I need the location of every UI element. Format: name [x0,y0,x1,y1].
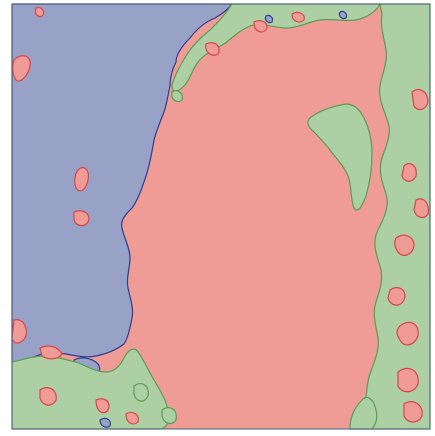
green-region [349,397,378,430]
red-region [73,210,90,227]
map-frame [11,3,431,430]
blue-region [11,3,233,363]
red-region [34,7,45,18]
red-region [403,401,423,423]
red-region [396,321,419,346]
red-region [11,319,27,344]
green-region [161,407,177,425]
red-region [394,234,415,256]
red-region [401,163,417,182]
green-region [171,90,183,103]
red-region [387,287,406,306]
red-region [125,411,139,425]
red-region [413,198,429,219]
blue-region [264,14,274,24]
red-region [39,387,57,406]
red-region [253,20,268,33]
blue-region [338,10,348,20]
green-region [133,383,149,402]
red-region [95,398,110,414]
blue-region [99,417,111,428]
red-region [397,367,419,393]
red-region [411,89,429,111]
red-region [74,167,89,192]
red-region [12,55,31,82]
green-region [307,103,373,211]
red-region [39,345,63,360]
red-region [205,42,220,56]
red-region [291,11,305,23]
